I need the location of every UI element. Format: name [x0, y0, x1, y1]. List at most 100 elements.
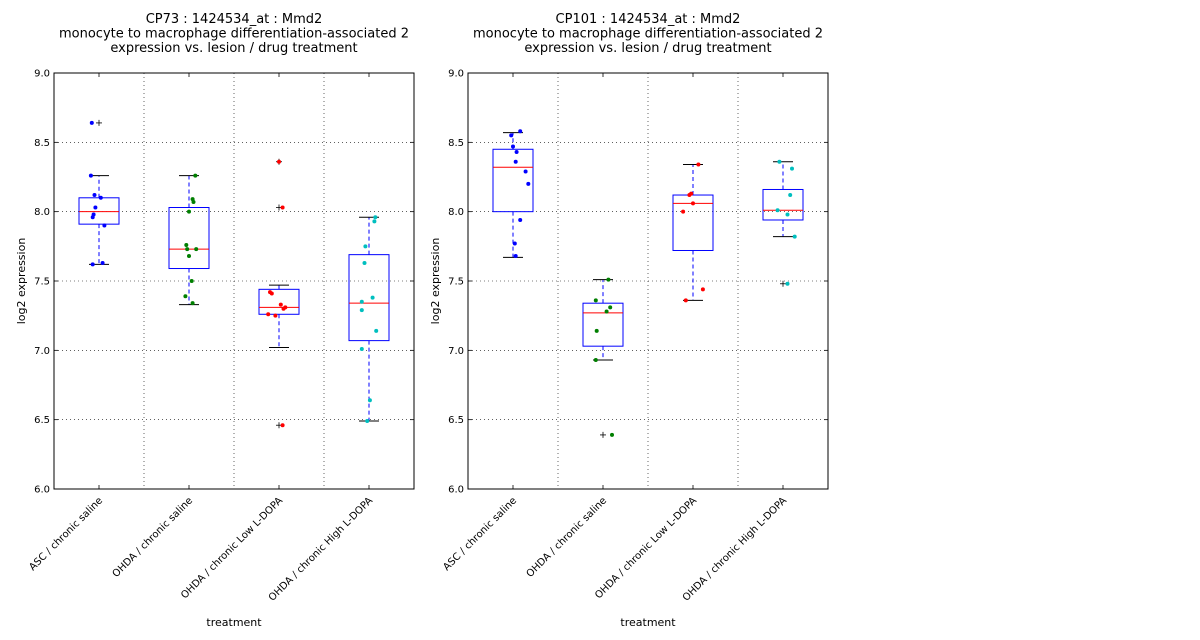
x-tick-label: OHDA / chronic Low L-DOPA [179, 495, 285, 601]
y-axis-label: log2 expression [15, 238, 28, 325]
chart-title-line: CP101 : 1424534_at : Mmd2 [556, 12, 741, 27]
data-point [183, 294, 188, 299]
y-tick-label: 8.0 [34, 207, 50, 218]
data-point [359, 299, 364, 304]
data-point [604, 309, 609, 314]
data-point [373, 215, 378, 220]
x-tick-label: OHDA / chronic Low L-DOPA [593, 495, 699, 601]
y-tick-label: 7.5 [34, 277, 50, 288]
box-2 [582, 279, 624, 438]
box-1 [78, 119, 120, 265]
x-tick-label: ASC / chronic saline [441, 495, 519, 573]
data-point [187, 254, 191, 259]
y-tick-label: 8.0 [448, 207, 464, 218]
box-iqr [492, 148, 534, 213]
box-iqr [762, 188, 804, 221]
data-point [681, 209, 686, 214]
data-point [518, 129, 523, 134]
plot-frame [53, 72, 415, 490]
y-tick-label: 6.5 [448, 415, 464, 426]
plot-frame [467, 72, 829, 490]
box-iqr [348, 254, 390, 342]
data-point [185, 247, 190, 252]
data-point [283, 305, 288, 310]
data-point [363, 244, 368, 249]
data-point [89, 120, 94, 125]
data-point [194, 247, 199, 252]
data-point [92, 193, 97, 198]
data-point [93, 205, 98, 210]
chart-title-line: CP73 : 1424534_at : Mmd2 [146, 12, 323, 27]
data-point [370, 295, 375, 300]
box-iqr [168, 207, 210, 270]
data-point [98, 195, 103, 200]
x-axis-label: treatment [206, 616, 262, 629]
data-point [362, 260, 367, 265]
chart-title-line: expression vs. lesion / drug treatment [110, 41, 357, 56]
data-point [687, 193, 692, 198]
data-point [785, 281, 790, 286]
outlier-marker [780, 280, 786, 287]
y-tick-label: 7.0 [448, 346, 464, 357]
data-point [790, 166, 794, 171]
x-tick-label: OHDA / chronic High L-DOPA [267, 495, 375, 603]
x-axis-label: treatment [620, 616, 676, 629]
data-point [777, 159, 782, 164]
data-point [193, 173, 198, 178]
chart-title-line: monocyte to macrophage differentiation-a… [473, 27, 823, 42]
x-tick-label: OHDA / chronic saline [111, 495, 196, 580]
y-tick-label: 7.0 [34, 346, 50, 357]
data-point [788, 193, 793, 198]
data-point [518, 217, 523, 222]
x-tick-label: OHDA / chronic saline [525, 495, 610, 580]
data-point [365, 419, 370, 424]
data-point [189, 279, 194, 283]
data-point [606, 277, 611, 282]
data-point [278, 302, 283, 307]
data-point [184, 242, 189, 247]
data-point [700, 287, 705, 292]
x-tick-label: ASC / chronic saline [27, 495, 105, 573]
box-1 [492, 132, 534, 258]
data-point [269, 291, 274, 296]
data-point [514, 150, 519, 155]
data-point [277, 159, 281, 164]
box-2 [168, 175, 210, 306]
box-iqr [78, 197, 120, 225]
y-tick-label: 7.5 [448, 277, 464, 288]
data-point [608, 305, 613, 310]
box-4 [762, 161, 804, 287]
data-point [512, 241, 517, 246]
data-point [266, 312, 271, 317]
y-tick-label: 9.0 [34, 69, 50, 80]
box-iqr [582, 302, 624, 347]
data-point [594, 328, 599, 333]
box-iqr [672, 194, 714, 251]
data-point [683, 298, 688, 303]
outlier-marker [96, 119, 102, 126]
outlier-marker [600, 431, 606, 438]
box-iqr [258, 288, 300, 315]
data-point [513, 254, 518, 259]
data-point [190, 301, 195, 306]
chart-title-line: monocyte to macrophage differentiation-a… [59, 27, 409, 42]
data-point [90, 262, 95, 267]
data-point [523, 169, 528, 174]
data-point [691, 201, 695, 206]
box-3 [258, 158, 300, 429]
y-tick-label: 6.0 [34, 485, 50, 496]
data-point [513, 159, 518, 164]
box-3 [672, 164, 714, 301]
data-point [509, 133, 514, 138]
data-point [775, 208, 780, 213]
y-tick-label: 8.5 [448, 138, 464, 149]
data-point [280, 423, 285, 428]
data-point [593, 298, 598, 303]
y-tick-label: 8.5 [34, 138, 50, 149]
data-point [280, 205, 285, 210]
data-point [367, 398, 372, 403]
data-point [100, 260, 105, 265]
